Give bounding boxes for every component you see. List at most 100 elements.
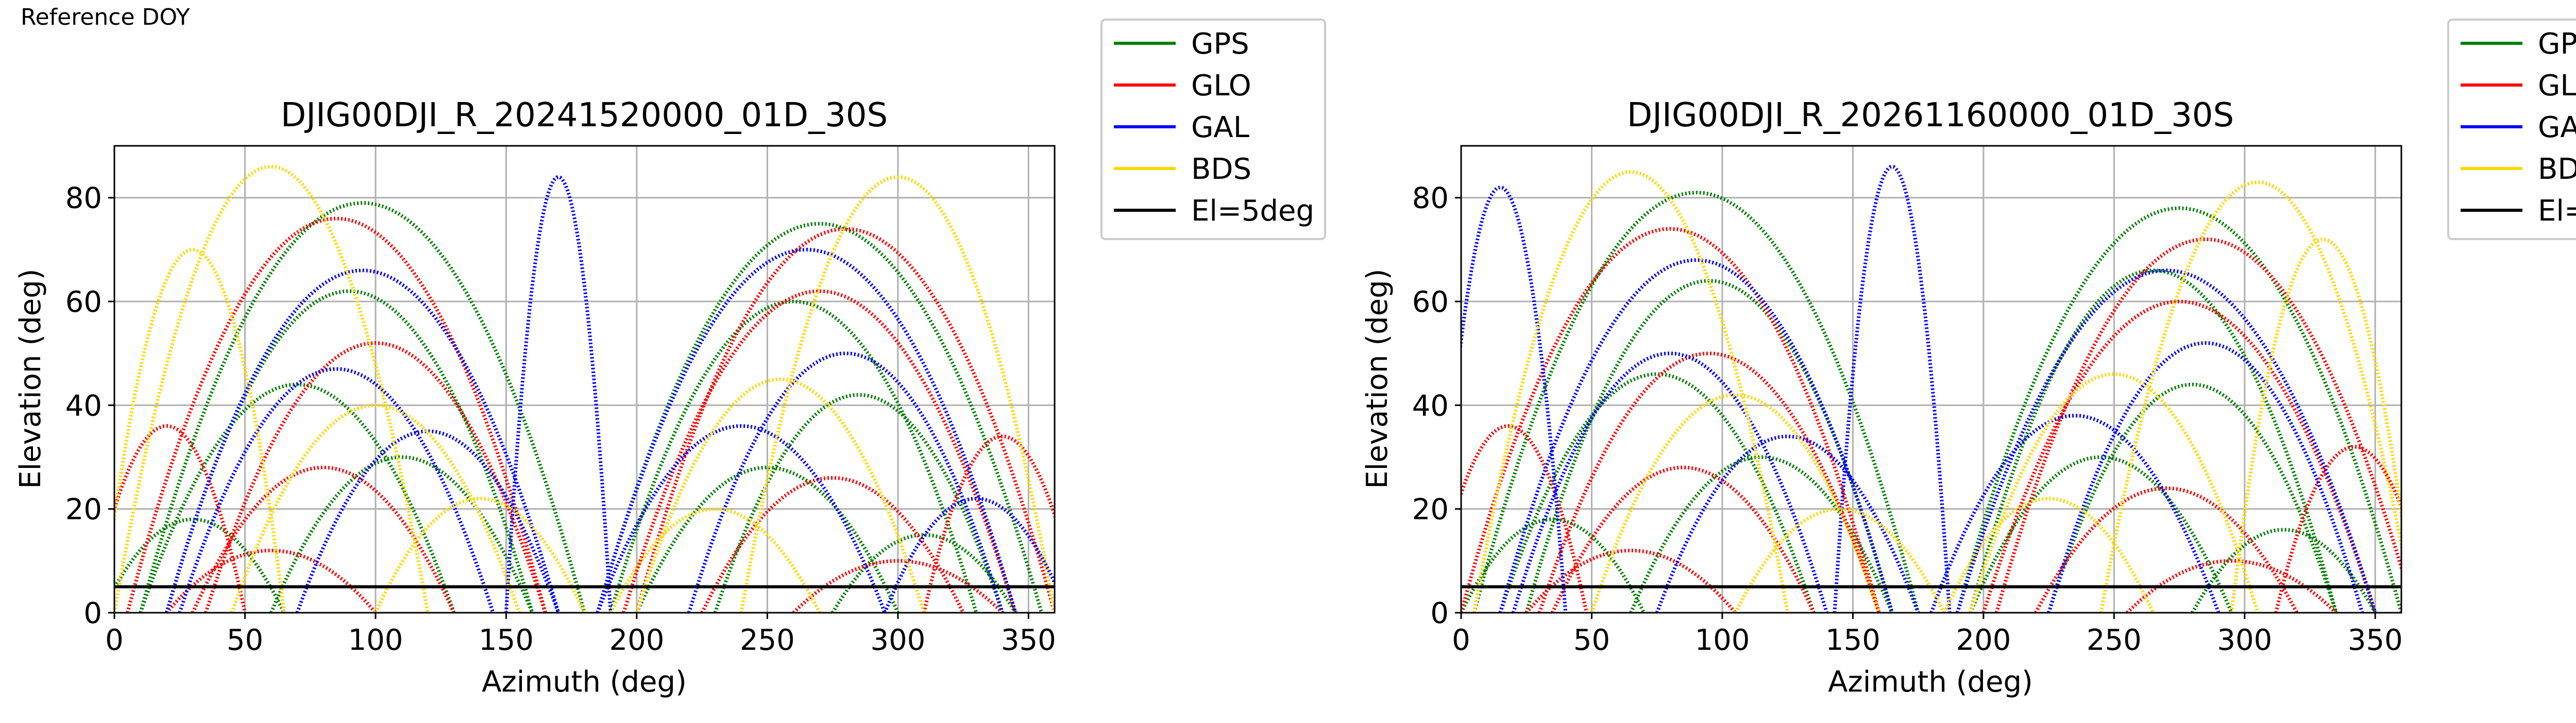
x-tick-label: 200 bbox=[609, 624, 664, 657]
track-gal bbox=[596, 247, 1018, 613]
x-tick-label: 250 bbox=[2087, 624, 2142, 657]
track-gps bbox=[2047, 382, 2338, 613]
y-tick-label: 60 bbox=[1412, 285, 1449, 319]
track-glo bbox=[1461, 424, 1588, 613]
legend-label-gps: GPS bbox=[1191, 27, 1249, 61]
legend-label-glo: GLO bbox=[2538, 69, 2576, 103]
chart-title: DJIG00DJI_R_20241520000_01D_30S bbox=[281, 96, 888, 134]
track-bds bbox=[1942, 496, 2155, 613]
track-bds bbox=[1590, 393, 1881, 613]
y-tick-label: 0 bbox=[1430, 597, 1449, 630]
track-gps bbox=[1955, 206, 2401, 613]
track-gps bbox=[114, 517, 286, 613]
series-glo bbox=[114, 216, 1055, 613]
y-axis-label: Elevation (deg) bbox=[14, 268, 47, 489]
track-glo bbox=[922, 434, 1055, 613]
y-tick-label: 40 bbox=[1412, 389, 1449, 423]
track-glo bbox=[1461, 227, 1881, 613]
track-gal bbox=[596, 424, 887, 613]
track-gal bbox=[1461, 185, 1568, 613]
satellite-tracks bbox=[1461, 164, 2401, 613]
track-gal bbox=[1498, 258, 1894, 613]
chart-right: DJIG00DJI_R_20261160000_01D_30S 0 50 100 15… bbox=[1361, 19, 2576, 699]
x-axis-label: Azimuth (deg) bbox=[482, 665, 687, 699]
legend-label-gal: GAL bbox=[2538, 111, 2576, 144]
track-gal bbox=[165, 268, 561, 613]
track-glo bbox=[700, 476, 965, 613]
y-tick-label: 60 bbox=[65, 285, 102, 319]
track-glo bbox=[1981, 299, 2377, 613]
track-bds bbox=[2230, 237, 2401, 613]
track-glo bbox=[165, 548, 377, 613]
track-glo bbox=[635, 227, 1055, 613]
x-tick-label: 50 bbox=[1573, 624, 1610, 657]
y-axis-label: Elevation (deg) bbox=[1361, 268, 1394, 489]
x-tick-label: 0 bbox=[1452, 624, 1470, 657]
legend-label-glo: GLO bbox=[1191, 69, 1251, 103]
chart-left: DJIG00DJI_R_20241520000_01D_30S 0 50 100 15… bbox=[14, 19, 1326, 699]
track-gps bbox=[596, 222, 1044, 613]
x-tick-label: 350 bbox=[2348, 624, 2403, 657]
track-gps bbox=[1969, 268, 2338, 613]
x-tick-label: 150 bbox=[1825, 624, 1880, 657]
satellite-tracks bbox=[114, 164, 1055, 613]
track-bds bbox=[230, 403, 521, 613]
legend: GPS GLO GAL BDS El=5deg bbox=[2447, 19, 2576, 240]
track-gal bbox=[1929, 413, 2221, 613]
track-gal bbox=[178, 367, 495, 613]
track-bds bbox=[635, 377, 926, 613]
y-tick-label: 40 bbox=[65, 389, 102, 423]
track-gal bbox=[2047, 341, 2364, 613]
track-glo bbox=[2034, 486, 2299, 613]
track-gps bbox=[139, 201, 586, 613]
chart-title: DJIG00DJI_R_20261160000_01D_30S bbox=[1627, 96, 2234, 134]
plot-frame bbox=[113, 145, 1056, 614]
track-bds bbox=[739, 175, 1055, 613]
x-tick-label: 150 bbox=[479, 624, 534, 657]
x-tick-label: 100 bbox=[348, 624, 403, 657]
track-bds bbox=[114, 164, 430, 613]
series-gal bbox=[1461, 164, 2377, 613]
track-glo bbox=[792, 559, 1004, 613]
y-tick-label: 0 bbox=[83, 597, 102, 630]
plot-area: 0 50 100 150 200 250 300 350 0 20 40 60 80 bbox=[65, 145, 1056, 657]
legend-box bbox=[2447, 19, 2576, 240]
y-tick-label: 20 bbox=[1412, 493, 1449, 527]
x-tick-label: 300 bbox=[2217, 624, 2272, 657]
y-tick-label: 20 bbox=[65, 493, 102, 527]
track-glo bbox=[1525, 548, 1737, 613]
track-gal bbox=[295, 429, 561, 613]
series-bds bbox=[114, 164, 1055, 613]
x-tick-label: 0 bbox=[105, 624, 124, 657]
track-gps bbox=[1969, 455, 2233, 613]
y-tick-label: 80 bbox=[65, 182, 102, 215]
track-glo bbox=[114, 424, 247, 613]
x-tick-label: 200 bbox=[1956, 624, 2011, 657]
track-bds bbox=[1969, 372, 2260, 613]
track-gps bbox=[608, 299, 978, 613]
legend-label-bds: BDS bbox=[1191, 153, 1251, 186]
track-gps bbox=[269, 455, 534, 613]
track-glo bbox=[204, 341, 547, 613]
track-gps bbox=[1461, 517, 1646, 613]
track-gps bbox=[2191, 528, 2377, 613]
legend: GPS GLO GAL BDS El=5deg bbox=[1100, 19, 1326, 240]
x-tick-label: 300 bbox=[870, 624, 925, 657]
track-gal bbox=[504, 175, 613, 613]
track-glo bbox=[2126, 559, 2337, 613]
series-gal bbox=[165, 175, 1055, 613]
track-bds bbox=[114, 247, 286, 613]
legend-label-el5: El=5deg bbox=[2538, 194, 2576, 228]
x-tick-label: 350 bbox=[1001, 624, 1056, 657]
track-gal bbox=[1955, 268, 2377, 613]
track-gps bbox=[1472, 191, 1920, 613]
legend-label-gps: GPS bbox=[2538, 27, 2576, 61]
track-glo bbox=[622, 289, 1018, 613]
series-bds bbox=[1472, 170, 2401, 613]
series-glo bbox=[1461, 227, 2401, 613]
x-tick-label: 250 bbox=[740, 624, 795, 657]
legend-label-bds: BDS bbox=[2538, 153, 2576, 186]
track-bds bbox=[374, 496, 586, 613]
legend-box bbox=[1100, 19, 1326, 240]
